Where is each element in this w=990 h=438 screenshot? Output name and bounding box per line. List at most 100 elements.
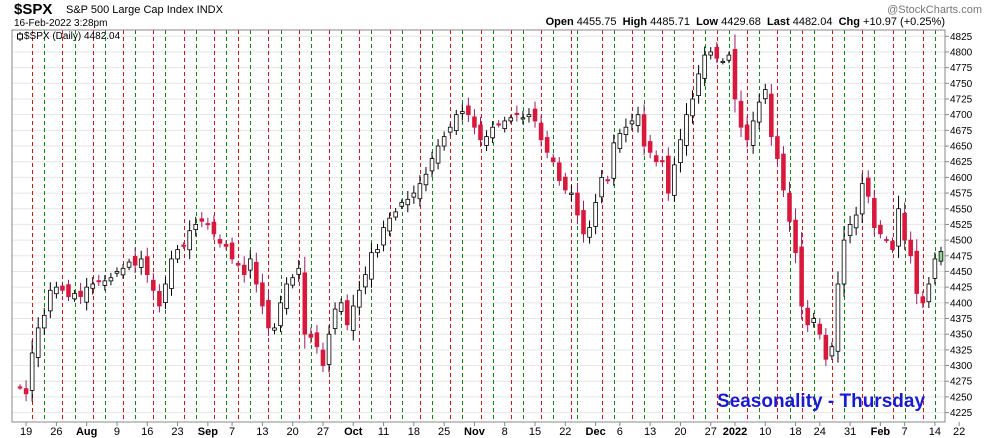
- candle-body: [84, 286, 89, 303]
- x-tick-label: Dec: [586, 426, 606, 438]
- candle: [254, 252, 259, 293]
- candle: [17, 384, 23, 390]
- candle-body: [435, 145, 441, 164]
- candle-body: [466, 105, 471, 116]
- y-axis-layer: 4225 4250 4275 4300 4325 4350 4375 4400 4425 4450…: [945, 32, 973, 419]
- candle: [787, 181, 792, 232]
- candle: [453, 109, 459, 136]
- candle: [302, 256, 308, 349]
- candle: [817, 318, 823, 340]
- candle-body: [726, 54, 732, 61]
- candle: [369, 243, 374, 288]
- candle: [593, 193, 598, 235]
- x-tick-label: Aug: [76, 426, 97, 438]
- candle: [78, 282, 83, 305]
- candle: [926, 276, 932, 309]
- x-tick-label: Sep: [198, 426, 218, 438]
- candle: [599, 170, 604, 204]
- candle: [199, 212, 205, 228]
- candle-body: [550, 157, 556, 163]
- candle: [696, 65, 701, 104]
- candle-body: [538, 122, 544, 141]
- candle-body: [23, 388, 29, 395]
- candle-body: [496, 123, 501, 126]
- candle: [308, 327, 314, 344]
- candle: [841, 226, 847, 297]
- candle: [526, 108, 532, 123]
- candle: [647, 134, 653, 159]
- candle-body: [617, 133, 623, 149]
- candle-body: [787, 192, 792, 222]
- y-tick-label: 4375: [950, 314, 973, 325]
- candle-body: [738, 100, 744, 128]
- candle-body: [502, 120, 508, 129]
- candle-body: [393, 211, 398, 218]
- x-tick-label: 2022: [723, 426, 747, 438]
- y-tick-label: 4225: [950, 408, 973, 419]
- candle-body: [896, 208, 901, 247]
- candle: [211, 215, 217, 240]
- quote-summary: Open 4455.75 High 4485.71 Low 4429.68 La…: [546, 16, 945, 28]
- candle-body: [375, 249, 380, 254]
- candle: [266, 291, 271, 337]
- candle: [60, 281, 65, 295]
- candle: [41, 307, 47, 335]
- candle-body: [653, 155, 659, 163]
- candle-body: [647, 141, 653, 153]
- candle: [102, 275, 108, 291]
- candle: [714, 42, 720, 64]
- candle-body: [272, 327, 277, 331]
- candle: [575, 182, 580, 225]
- candle-body: [302, 272, 308, 335]
- candle-body: [678, 139, 683, 163]
- candle-body: [441, 136, 447, 147]
- candle: [54, 281, 59, 299]
- candle: [108, 272, 114, 286]
- candle: [653, 150, 659, 167]
- x-tick-label: 22: [953, 426, 965, 438]
- candle-body: [350, 305, 356, 331]
- candle: [732, 34, 738, 113]
- candle: [399, 199, 405, 210]
- candle-body: [72, 293, 77, 300]
- y-tick-label: 4725: [950, 94, 973, 105]
- candle: [320, 342, 326, 373]
- candle: [84, 277, 89, 311]
- candle: [902, 202, 907, 250]
- candle-body: [144, 256, 150, 276]
- candle: [635, 106, 641, 133]
- candle-body: [823, 334, 829, 360]
- candle-body: [132, 256, 138, 266]
- x-tick-label: 11: [378, 426, 389, 438]
- candle-body: [890, 240, 895, 250]
- candle: [35, 317, 41, 368]
- candle-body: [569, 192, 574, 195]
- candle-body: [447, 126, 453, 133]
- candle-body: [756, 101, 762, 123]
- candle: [908, 231, 913, 264]
- candle: [738, 90, 744, 137]
- candle-body: [284, 283, 289, 309]
- candle: [314, 325, 320, 354]
- x-tick-label: 23: [171, 426, 183, 438]
- candle: [544, 130, 550, 159]
- candle-body: [17, 386, 23, 389]
- candle-body: [278, 302, 283, 327]
- y-tick-label: 4500: [950, 236, 973, 247]
- candle-body: [593, 202, 598, 227]
- candle: [429, 151, 435, 178]
- candle-body: [714, 47, 720, 59]
- x-axis-layer: 19 26 Aug 9 16 23 Sep 7 13 20 27 Oct 11 18 25 Nov 8 15 22 D…: [20, 422, 965, 438]
- candle: [556, 157, 562, 186]
- candle: [708, 47, 714, 60]
- y-tick-label: 4300: [950, 361, 973, 372]
- candle: [241, 256, 247, 283]
- candle-body: [472, 116, 477, 128]
- candle: [235, 260, 241, 268]
- candle-body: [66, 284, 71, 297]
- candle: [90, 277, 96, 295]
- candle-body: [902, 212, 907, 241]
- candle-body: [938, 251, 944, 262]
- x-tick-label: 6: [617, 426, 623, 438]
